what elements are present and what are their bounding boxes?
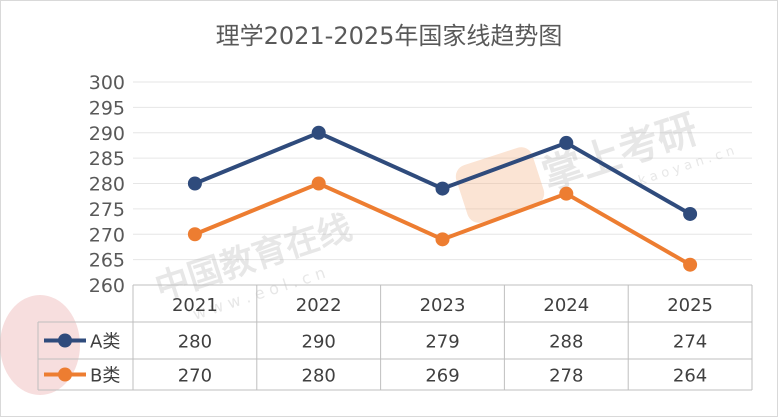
x-tick-label: 2023	[420, 295, 466, 316]
x-tick-label: 2025	[667, 295, 713, 316]
data-label: 264	[673, 366, 707, 387]
data-point	[435, 232, 450, 247]
data-label: 270	[178, 366, 212, 387]
y-tick-label: 265	[89, 250, 125, 272]
y-tick-label: 260	[89, 275, 125, 297]
chart-title: 理学2021-2025年国家线趋势图	[216, 22, 563, 50]
data-label: 279	[425, 332, 459, 353]
legend-marker	[58, 367, 72, 382]
kaoyan-logo	[455, 147, 545, 223]
y-tick-label: 275	[89, 199, 125, 221]
data-point	[187, 176, 202, 191]
y-tick-label: 280	[89, 174, 125, 196]
data-label: 280	[178, 332, 212, 353]
y-tick-label: 300	[89, 72, 125, 94]
data-point	[311, 125, 326, 140]
data-label: 290	[302, 332, 336, 353]
data-label: 288	[549, 332, 583, 353]
y-tick-label: 295	[89, 97, 125, 119]
data-point	[559, 135, 574, 150]
legend-label: A类	[90, 332, 120, 353]
data-label: 280	[302, 366, 336, 387]
data-point	[311, 176, 326, 191]
x-tick-label: 2021	[172, 295, 218, 316]
x-tick-label: 2022	[296, 295, 342, 316]
y-tick-label: 270	[89, 224, 125, 246]
legend-label: B类	[90, 366, 120, 387]
y-tick-label: 290	[89, 123, 125, 145]
data-point	[435, 181, 450, 196]
kaoyan-watermark: 掌上考研	[537, 106, 703, 199]
data-point	[559, 186, 574, 201]
y-tick-label: 285	[89, 148, 125, 170]
x-tick-label: 2024	[543, 295, 589, 316]
legend-marker	[58, 333, 72, 348]
data-point	[683, 257, 698, 272]
data-label: 269	[425, 366, 459, 387]
data-label: 278	[549, 366, 583, 387]
data-label: 274	[673, 332, 707, 353]
data-point	[683, 206, 698, 221]
data-point	[187, 227, 202, 242]
